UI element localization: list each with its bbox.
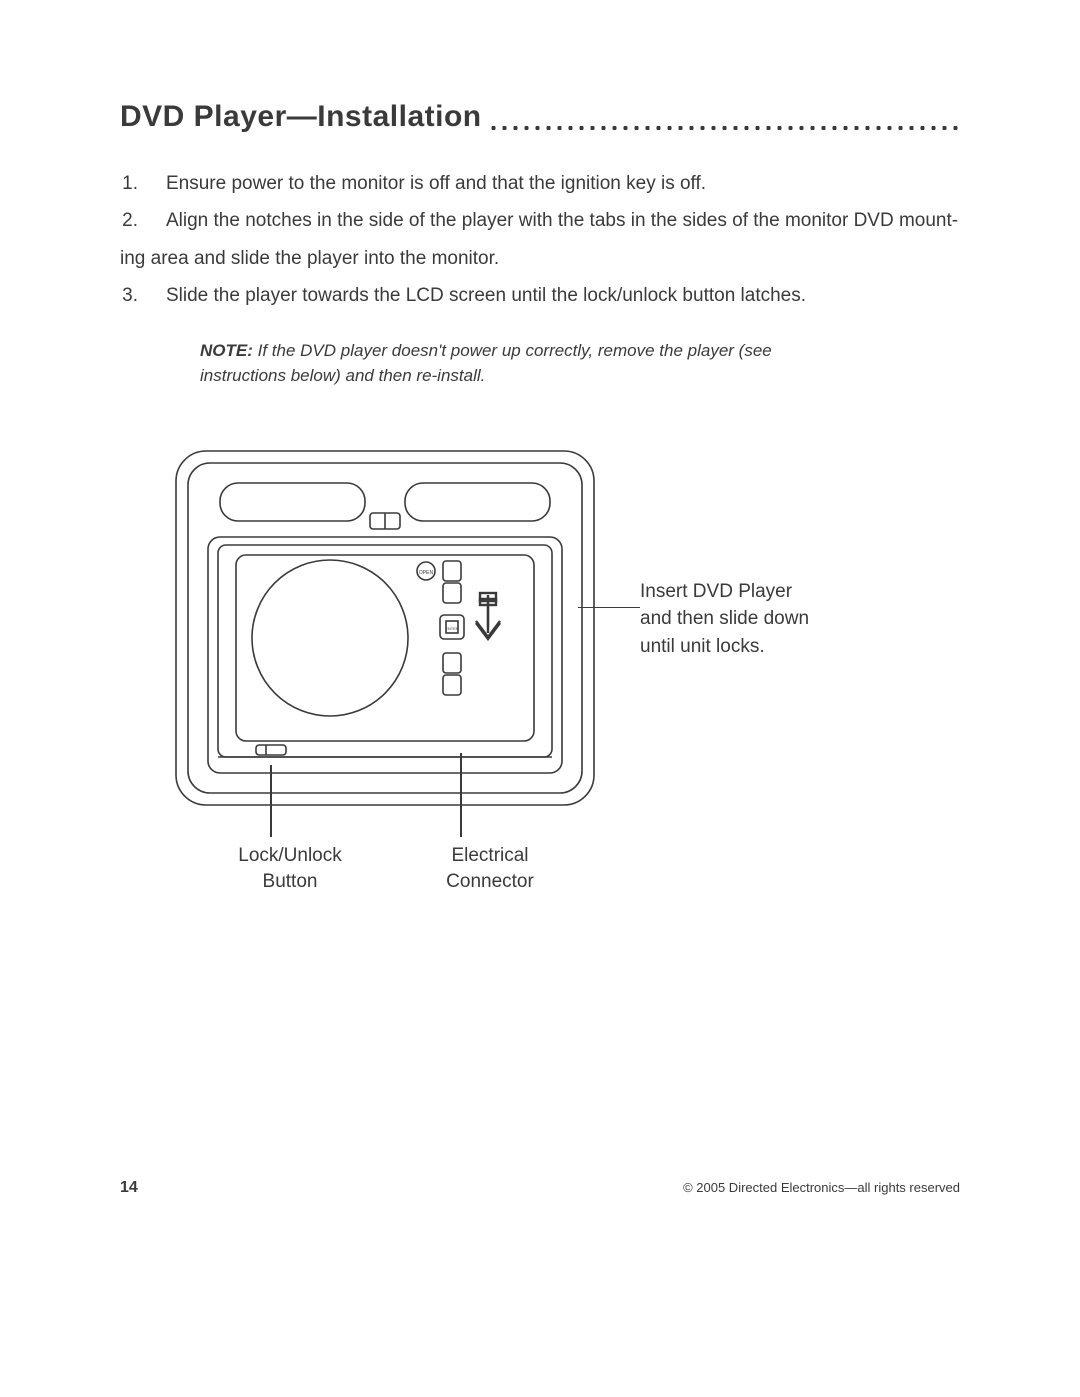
dvd-monitor-illustration: OPEN ENTER xyxy=(170,443,600,813)
page-title: DVD Player—Installation xyxy=(120,100,482,134)
step-2: 2. Align the notches in the side of the … xyxy=(120,205,960,236)
label-lock-line-2: Button xyxy=(220,869,360,896)
label-elec-line-1: Electrical xyxy=(420,843,560,870)
leader-line-lock xyxy=(270,765,272,837)
step-3: 3. Slide the player towards the LCD scre… xyxy=(120,280,960,311)
page-number: 14 xyxy=(120,1179,138,1197)
step-number: 1. xyxy=(120,168,138,199)
note-text: If the DVD player doesn't power up corre… xyxy=(200,341,772,385)
callout-line-2: and then slide down xyxy=(640,605,809,633)
label-electrical-connector: Electrical Connector xyxy=(420,843,560,896)
instruction-list: 1. Ensure power to the monitor is off an… xyxy=(120,168,960,311)
label-lock-unlock: Lock/Unlock Button xyxy=(220,843,360,896)
leader-line-electrical xyxy=(460,753,462,837)
enter-button-label: ENTER xyxy=(445,626,459,631)
step-1: 1. Ensure power to the monitor is off an… xyxy=(120,168,960,199)
installation-diagram: OPEN ENTER Insert DVD Player and then sl… xyxy=(120,443,960,963)
step-number: 3. xyxy=(120,280,138,311)
callout-line-3: until unit locks. xyxy=(640,633,809,661)
step-text: Align the notches in the side of the pla… xyxy=(166,205,960,236)
callout-leader-line xyxy=(578,607,640,609)
callout-insert-slide: Insert DVD Player and then slide down un… xyxy=(640,578,809,661)
note-label: NOTE: xyxy=(200,341,253,360)
page-footer: 14 © 2005 Directed Electronics—all right… xyxy=(120,1179,960,1197)
note-block: NOTE: If the DVD player doesn't power up… xyxy=(200,339,790,388)
step-text: Slide the player towards the LCD screen … xyxy=(166,280,960,311)
step-text: Ensure power to the monitor is off and t… xyxy=(166,168,960,199)
step-number: 2. xyxy=(120,205,138,236)
title-row: DVD Player—Installation xyxy=(120,100,960,134)
copyright-text: © 2005 Directed Electronics—all rights r… xyxy=(683,1180,960,1195)
title-dots xyxy=(488,104,960,134)
step-2-continuation: ing area and slide the player into the m… xyxy=(120,243,960,274)
callout-line-1: Insert DVD Player xyxy=(640,578,809,606)
label-lock-line-1: Lock/Unlock xyxy=(220,843,360,870)
open-button-label: OPEN xyxy=(419,570,434,576)
label-elec-line-2: Connector xyxy=(420,869,560,896)
